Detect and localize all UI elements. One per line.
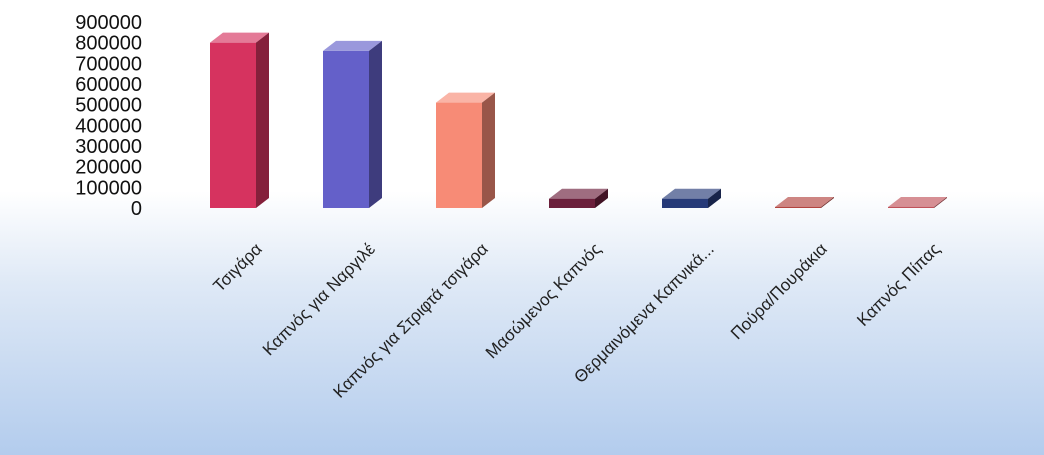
bar-side — [821, 196, 834, 208]
y-tick-label: 400000 — [75, 115, 142, 137]
bar-front — [775, 206, 821, 208]
bar-front — [436, 102, 482, 208]
bar — [210, 32, 269, 208]
bar — [775, 196, 834, 208]
bar-side — [595, 188, 608, 208]
bar-top — [888, 196, 947, 207]
bar-side — [369, 40, 382, 208]
bars — [210, 32, 947, 208]
bar — [549, 188, 608, 208]
y-tick-label: 700000 — [75, 53, 142, 75]
bar-front — [662, 198, 708, 208]
bar-front — [210, 42, 256, 208]
bar-top — [662, 188, 721, 199]
bar-front — [549, 198, 595, 208]
y-tick-label: 200000 — [75, 157, 142, 179]
y-tick-label: 100000 — [75, 177, 142, 199]
bar-top — [436, 92, 495, 103]
bar-side — [934, 196, 947, 208]
bar — [888, 196, 947, 208]
bar-top — [549, 188, 608, 199]
bar-top — [210, 32, 269, 43]
bar — [323, 40, 382, 208]
y-axis: 0100000200000300000400000500000600000700… — [75, 12, 142, 220]
y-tick-label: 0 — [131, 198, 142, 220]
bar-front — [888, 206, 934, 208]
y-tick-label: 800000 — [75, 33, 142, 55]
bar-front — [323, 50, 369, 208]
bar-side — [482, 92, 495, 208]
y-tick-label: 500000 — [75, 95, 142, 117]
bar-side — [708, 188, 721, 208]
y-tick-label: 600000 — [75, 74, 142, 96]
bar-top — [775, 196, 834, 207]
bar — [436, 92, 495, 208]
y-tick-label: 900000 — [75, 12, 142, 34]
y-tick-label: 300000 — [75, 136, 142, 158]
bar-top — [323, 40, 382, 51]
bar — [662, 188, 721, 208]
bar-side — [256, 32, 269, 208]
